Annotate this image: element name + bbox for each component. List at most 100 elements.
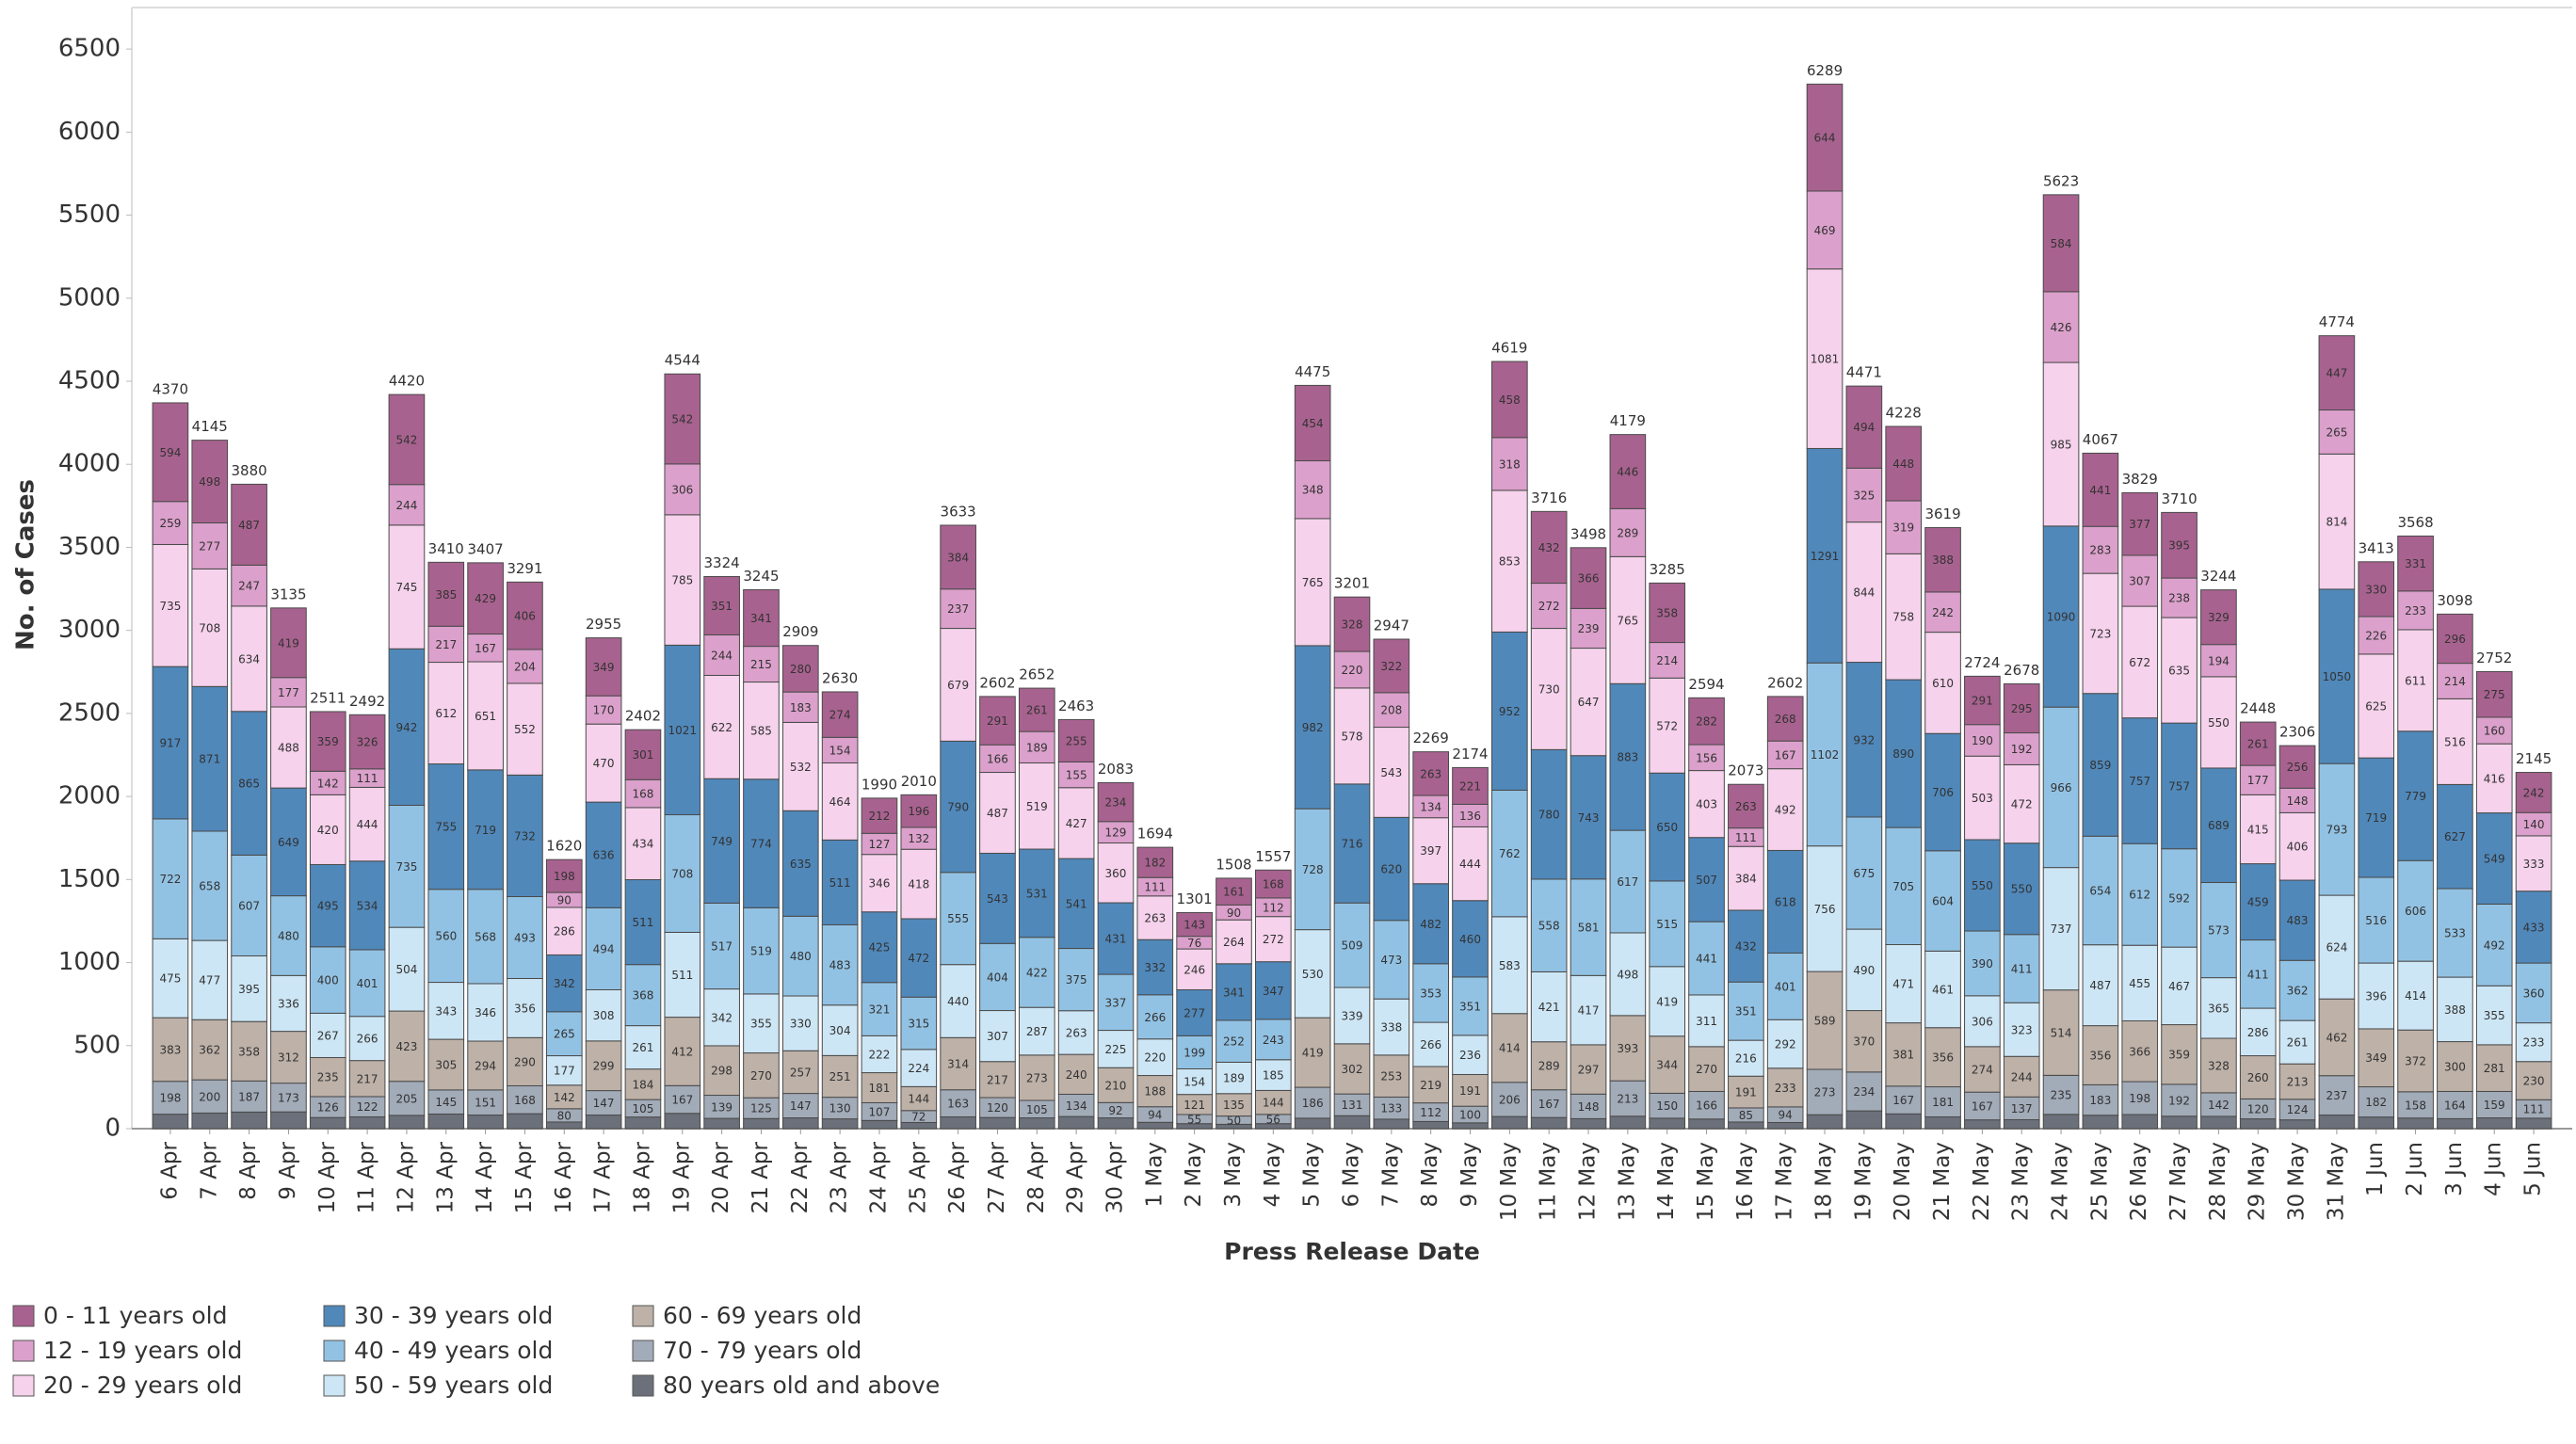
data-label: 167: [1972, 1099, 1993, 1113]
bar-segment: [2003, 1002, 2040, 1057]
data-label: 353: [1420, 987, 1441, 1000]
x-tick-label: 2 Jun: [2403, 1142, 2427, 1196]
data-label: 183: [790, 701, 812, 714]
data-label: 187: [238, 1090, 260, 1103]
bar-segment: [2003, 682, 2040, 734]
data-label: 419: [278, 636, 299, 650]
data-label: 583: [1499, 959, 1521, 972]
bar-segment: [1018, 730, 1055, 763]
x-tick-label: 6 Apr: [157, 1141, 182, 1199]
data-label: 56: [1266, 1113, 1280, 1126]
bar-segment: [861, 911, 898, 984]
bar-segment: [1373, 816, 1410, 922]
data-label: 431: [1105, 933, 1127, 946]
bar-segment: [2397, 859, 2434, 962]
data-label: 292: [1775, 1038, 1796, 1051]
bar-segment: [940, 964, 976, 1038]
bar-segment: [2318, 1075, 2356, 1116]
data-label: 217: [435, 638, 457, 651]
bar-segment: [1333, 687, 1371, 785]
total-label: 3285: [1650, 561, 1685, 578]
bar-segment: [1570, 755, 1607, 880]
data-label: 233: [2405, 604, 2426, 618]
bar-segment: [1766, 768, 1804, 851]
data-label: 550: [2011, 883, 2033, 896]
bar-segment: [979, 744, 1016, 774]
data-label: 417: [1578, 1004, 1600, 1018]
bar-segment: [2161, 511, 2198, 579]
bar-segment: [1333, 596, 1371, 652]
legend-label: 20 - 29 years old: [43, 1372, 242, 1399]
y-tick-label: 2000: [58, 782, 121, 810]
bar-segment: [2437, 783, 2473, 890]
bar-segment: [231, 605, 267, 713]
total-label: 3716: [1531, 489, 1567, 506]
bar-segment: [191, 522, 229, 570]
bar-segment: [1609, 829, 1647, 934]
bar-segment: [861, 1035, 898, 1074]
data-label: 111: [2523, 1103, 2545, 1116]
bar-segment: [1373, 638, 1410, 694]
data-label: 233: [1775, 1082, 1796, 1095]
x-tick-label: 20 May: [1891, 1142, 1915, 1221]
bar-segment: [585, 1040, 622, 1092]
data-label: 189: [1026, 741, 1048, 754]
data-label: 261: [2247, 738, 2269, 751]
bar-segment: [1294, 929, 1331, 1019]
bar-segment: [664, 463, 701, 516]
bar-segment: [1491, 916, 1528, 1015]
y-tick-label: 3000: [58, 616, 121, 644]
data-label: 490: [1853, 964, 1875, 977]
bar-segment: [2161, 1115, 2198, 1130]
data-label: 722: [159, 873, 181, 886]
bar-segment: [2397, 629, 2434, 732]
data-label: 112: [1420, 1106, 1441, 1119]
data-label: 170: [593, 704, 615, 717]
bar-segment: [191, 685, 229, 832]
data-label: 125: [750, 1102, 772, 1115]
bar-segment: [1924, 950, 1961, 1029]
data-label: 240: [1066, 1068, 1087, 1082]
bar-segment: [1766, 952, 1804, 1020]
data-label: 757: [2129, 775, 2150, 788]
bar-segment: [2121, 605, 2159, 719]
data-label: 111: [1144, 881, 1166, 894]
data-label: 672: [2129, 656, 2150, 669]
bar-segment: [1373, 727, 1410, 818]
data-label: 360: [2523, 987, 2545, 1000]
data-label: 286: [554, 925, 575, 939]
bar-segment: [2515, 772, 2552, 813]
data-label: 446: [1617, 465, 1638, 478]
bar-segment: [1688, 1090, 1725, 1120]
data-label: 131: [1342, 1099, 1363, 1112]
data-label: 723: [2089, 627, 2111, 640]
bar-segment: [1294, 384, 1331, 462]
data-label: 732: [514, 829, 536, 842]
bar-segment: [348, 1016, 386, 1062]
data-label: 247: [238, 580, 260, 593]
data-label: 243: [1263, 1034, 1284, 1047]
data-label: 192: [2011, 743, 2033, 756]
data-label: 421: [1538, 1001, 1560, 1014]
bar-segment: [348, 714, 386, 770]
data-label: 871: [199, 753, 220, 766]
data-label: 594: [159, 446, 181, 459]
bar-segment: [2082, 1083, 2119, 1116]
data-label: 217: [357, 1072, 378, 1085]
data-label: 339: [1342, 1009, 1363, 1022]
bar-segment: [1649, 966, 1686, 1037]
data-label: 464: [829, 795, 851, 809]
x-tick-label: 16 May: [1733, 1142, 1758, 1221]
data-label: 415: [2247, 823, 2269, 836]
data-label: 1291: [1811, 550, 1840, 563]
data-label: 177: [2247, 774, 2269, 787]
bar-segment: [1570, 607, 1607, 650]
data-label: 264: [1223, 936, 1245, 949]
x-tick-label: 30 May: [2285, 1142, 2310, 1221]
y-tick-label: 500: [73, 1031, 121, 1059]
data-label: 326: [357, 736, 378, 749]
data-label: 307: [987, 1030, 1008, 1043]
bar-segment: [2318, 588, 2356, 764]
data-label: 289: [1617, 526, 1638, 539]
data-label: 514: [2051, 1027, 2072, 1040]
